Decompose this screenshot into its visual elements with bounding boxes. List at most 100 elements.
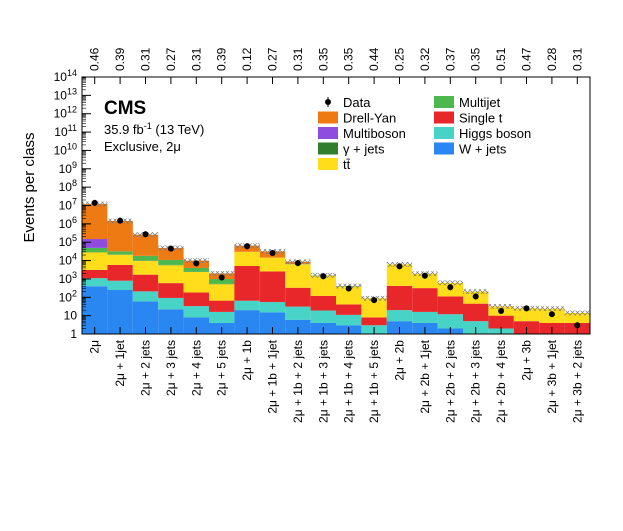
legend-label-2: Multiboson bbox=[343, 126, 406, 141]
data-point-11 bbox=[371, 297, 378, 304]
top-label-4: 0.31 bbox=[189, 47, 203, 71]
x-tick-label-17: 2μ + 3b bbox=[520, 340, 534, 381]
top-label-19: 0.31 bbox=[570, 47, 584, 71]
x-tick-label-18: 2μ + 3b + 1jet bbox=[545, 339, 559, 413]
y-tick-label-2: 102 bbox=[59, 288, 77, 304]
bar-single-t-12 bbox=[386, 285, 413, 311]
bar-single-t-1 bbox=[107, 264, 133, 281]
uncertainty-band-18 bbox=[539, 306, 565, 312]
bar-multijet-0 bbox=[82, 247, 108, 253]
x-tick-label-7: 2μ + 1b + 1jet bbox=[266, 339, 280, 413]
x-tick-label-19: 2μ + 3b + 2 jets bbox=[570, 340, 584, 423]
data-points bbox=[91, 199, 581, 329]
y-tick-label-14: 1014 bbox=[54, 68, 77, 84]
bar-w-jets-8 bbox=[285, 319, 311, 334]
top-label-0: 0.46 bbox=[88, 47, 102, 71]
top-label-13: 0.32 bbox=[418, 47, 432, 71]
data-point-13 bbox=[421, 272, 428, 279]
bar-multijet-1 bbox=[107, 251, 133, 255]
bar-higgs-boson-8 bbox=[285, 306, 311, 320]
x-tick-label-1: 2μ + 1jet bbox=[113, 339, 127, 386]
legend-swatch-1 bbox=[318, 111, 338, 124]
bar-tt--5 bbox=[209, 284, 235, 301]
legend-swatch-2 bbox=[318, 127, 338, 139]
bar-higgs-boson-7 bbox=[259, 302, 286, 313]
x-tick-label-12: 2μ + 2b bbox=[393, 340, 407, 381]
y-tick-label-1: 10 bbox=[64, 309, 78, 323]
top-label-14: 0.37 bbox=[443, 47, 457, 71]
bar-drell-yan-1 bbox=[107, 220, 133, 252]
data-point-6 bbox=[244, 243, 251, 250]
bar-tt--3 bbox=[158, 265, 184, 284]
x-tick-label-0: 2μ bbox=[88, 340, 102, 354]
legend-label-5: Multijet bbox=[459, 95, 501, 110]
data-point-18 bbox=[548, 311, 555, 318]
bar-higgs-boson-14 bbox=[437, 314, 463, 329]
legend-entry-5: Multijet bbox=[434, 95, 501, 110]
x-tick-label-10: 2μ + 1b + 4 jets bbox=[342, 340, 356, 423]
bar-single-t-5 bbox=[209, 300, 235, 312]
top-label-12: 0.25 bbox=[393, 47, 407, 71]
data-point-14 bbox=[447, 284, 454, 291]
data-point-3 bbox=[167, 245, 174, 252]
x-axis: 2μ 2μ + 1jet 2μ + 2 jets 2μ + 3 jets 2μ + 4 … bbox=[88, 77, 584, 423]
top-label-2: 0.31 bbox=[139, 47, 153, 71]
y-tick-label-3: 103 bbox=[59, 270, 77, 286]
uncertainty-band-15 bbox=[463, 289, 489, 294]
bar-single-t-15 bbox=[463, 303, 489, 322]
data-point-19 bbox=[574, 322, 581, 329]
bar-single-t-6 bbox=[234, 265, 260, 301]
legend-label-1: Drell-Yan bbox=[343, 111, 396, 126]
bar-tt--19 bbox=[564, 312, 590, 323]
y-tick-label-13: 1013 bbox=[54, 86, 77, 102]
data-point-9 bbox=[320, 273, 327, 280]
bar-tt--12 bbox=[386, 264, 413, 286]
bar-higgs-boson-12 bbox=[386, 310, 413, 322]
y-tick-label-8: 108 bbox=[59, 178, 77, 194]
x-tick-label-8: 2μ + 1b + 2 jets bbox=[291, 340, 305, 423]
legend-entry-8: W + jets bbox=[434, 142, 507, 157]
y-tick-label-10: 1010 bbox=[54, 141, 77, 157]
legend-label-6: Single t bbox=[459, 111, 503, 126]
bar-w-jets-4 bbox=[183, 317, 209, 334]
legend-label-3: γ + jets bbox=[343, 142, 385, 157]
y-axis: 1 10 102 103 104 105 106 107 108 109 1010 1011 1012 1… bbox=[54, 68, 91, 341]
bar-single-t-3 bbox=[158, 283, 184, 298]
data-point-10 bbox=[345, 285, 352, 292]
bar-higgs-boson-2 bbox=[132, 291, 159, 302]
bar-single-t-2 bbox=[132, 274, 159, 292]
bar-higgs-boson-4 bbox=[183, 306, 209, 318]
y-tick-label-4: 104 bbox=[59, 252, 77, 268]
bar-multijet-4 bbox=[183, 267, 209, 272]
bar-tt--13 bbox=[412, 273, 438, 289]
legend-entry-1: Drell-Yan bbox=[318, 111, 396, 126]
legend-entry-6: Single t bbox=[434, 111, 503, 126]
x-tick-label-15: 2μ + 2b + 3 jets bbox=[469, 340, 483, 423]
legend-label-8: W + jets bbox=[459, 142, 507, 157]
data-point-2 bbox=[142, 231, 149, 238]
bar-multijet-5 bbox=[209, 279, 235, 284]
bar-higgs-boson-1 bbox=[107, 280, 133, 290]
bar-higgs-boson-6 bbox=[234, 300, 260, 311]
top-label-7: 0.27 bbox=[266, 47, 280, 71]
bar-tt--2 bbox=[132, 260, 159, 275]
x-tick-label-6: 2μ + 1b bbox=[240, 340, 254, 381]
top-axis-labels: 0.46 0.39 0.31 0.27 0.31 0.39 0.12 0.27 0.31 0.35… bbox=[88, 47, 585, 71]
bar-tt--0 bbox=[82, 252, 108, 270]
bar-single-t-13 bbox=[412, 288, 438, 312]
legend-entry-2: Multiboson bbox=[318, 126, 406, 141]
top-label-15: 0.35 bbox=[469, 47, 483, 71]
legend-swatch-8 bbox=[434, 142, 454, 155]
x-tick-label-14: 2μ + 2b + 2 jets bbox=[443, 340, 457, 423]
top-label-5: 0.39 bbox=[215, 47, 229, 71]
bar-w-jets-7 bbox=[259, 312, 286, 334]
bar-w-jets-6 bbox=[234, 310, 260, 334]
lumi-label: 35.9 fb-1 (13 TeV) bbox=[104, 121, 204, 137]
legend-swatch-3 bbox=[318, 142, 338, 155]
legend-swatch-6 bbox=[434, 111, 454, 124]
bar-single-t-8 bbox=[285, 287, 311, 307]
lumi-exponent: -1 bbox=[144, 121, 152, 131]
y-tick-label-9: 109 bbox=[59, 160, 77, 176]
